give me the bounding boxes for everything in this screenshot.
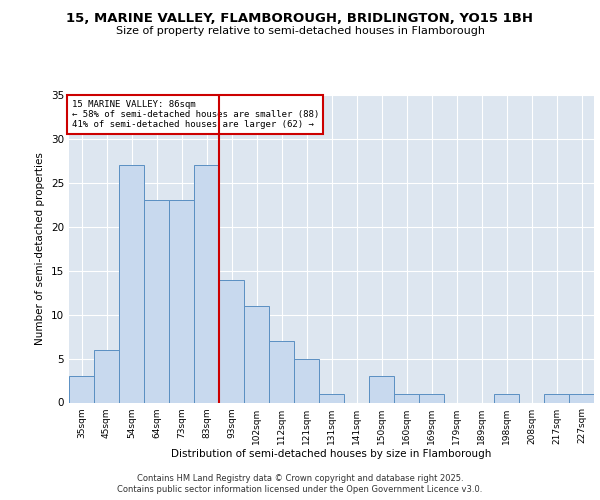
- Text: Contains HM Land Registry data © Crown copyright and database right 2025.
Contai: Contains HM Land Registry data © Crown c…: [118, 474, 482, 494]
- Bar: [494, 394, 519, 402]
- Bar: [569, 394, 594, 402]
- Bar: [369, 376, 394, 402]
- Bar: [394, 394, 419, 402]
- Bar: [69, 376, 94, 402]
- Bar: [119, 166, 144, 402]
- Bar: [294, 358, 319, 403]
- Bar: [94, 350, 119, 403]
- Bar: [269, 341, 294, 402]
- Bar: [319, 394, 344, 402]
- Text: 15 MARINE VALLEY: 86sqm
← 58% of semi-detached houses are smaller (88)
41% of se: 15 MARINE VALLEY: 86sqm ← 58% of semi-de…: [71, 100, 319, 130]
- Text: Size of property relative to semi-detached houses in Flamborough: Size of property relative to semi-detach…: [115, 26, 485, 36]
- Bar: [244, 306, 269, 402]
- Bar: [544, 394, 569, 402]
- X-axis label: Distribution of semi-detached houses by size in Flamborough: Distribution of semi-detached houses by …: [172, 450, 491, 460]
- Bar: [219, 280, 244, 402]
- Bar: [419, 394, 444, 402]
- Bar: [169, 200, 194, 402]
- Text: 15, MARINE VALLEY, FLAMBOROUGH, BRIDLINGTON, YO15 1BH: 15, MARINE VALLEY, FLAMBOROUGH, BRIDLING…: [67, 12, 533, 26]
- Y-axis label: Number of semi-detached properties: Number of semi-detached properties: [35, 152, 46, 345]
- Bar: [144, 200, 169, 402]
- Bar: [194, 166, 219, 402]
